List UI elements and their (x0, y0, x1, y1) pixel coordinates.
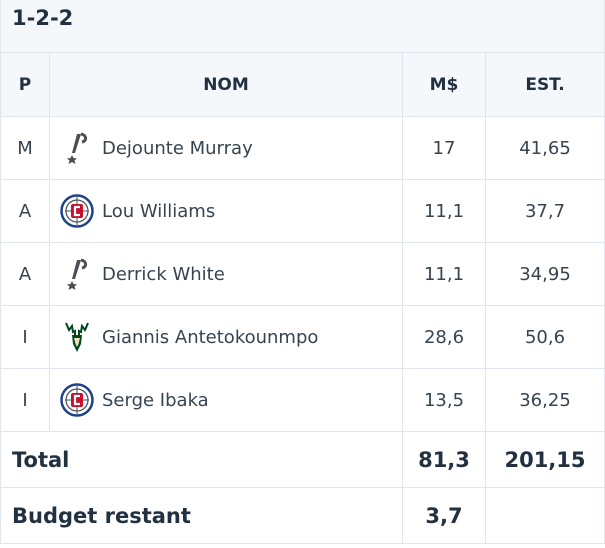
budget-row: Budget restant 3,7 (0, 487, 605, 544)
spurs-logo-icon (60, 131, 94, 165)
player-position: A (0, 179, 50, 243)
player-estimate: 50,6 (485, 305, 605, 369)
player-name[interactable]: Derrick White (102, 263, 225, 285)
player-name-cell: Derrick White (49, 242, 403, 306)
table-row[interactable]: A Lou Williams (0, 179, 605, 243)
player-name-cell: Giannis Antetokounmpo (49, 305, 403, 369)
player-name[interactable]: Serge Ibaka (102, 389, 209, 411)
player-estimate: 36,25 (485, 368, 605, 432)
total-label: Total (0, 431, 403, 488)
table-row[interactable]: M Dejounte Murray 17 41,6 (0, 116, 605, 180)
column-header-estimate[interactable]: EST. (485, 52, 605, 117)
total-row: Total 81,3 201,15 (0, 431, 605, 488)
player-name-cell: Serge Ibaka (49, 368, 403, 432)
column-header-position[interactable]: P (0, 52, 50, 117)
player-estimate: 34,95 (485, 242, 605, 306)
player-price: 13,5 (402, 368, 486, 432)
total-price: 81,3 (402, 431, 486, 488)
player-position: I (0, 305, 50, 369)
player-name-cell: Dejounte Murray (49, 116, 403, 180)
player-position: A (0, 242, 50, 306)
player-name[interactable]: Dejounte Murray (102, 137, 253, 159)
column-header-name[interactable]: NOM (49, 52, 403, 117)
player-estimate: 37,7 (485, 179, 605, 243)
formation-header: 1-2-2 (0, 0, 605, 52)
total-estimate: 201,15 (485, 431, 605, 488)
clippers-logo-icon (60, 194, 94, 228)
player-estimate: 41,65 (485, 116, 605, 180)
table-row[interactable]: I Giannis Antetokounmpo (0, 305, 605, 369)
table-header-row: P NOM M$ EST. (0, 52, 605, 117)
table-row[interactable]: A Derrick White 11,1 34,9 (0, 242, 605, 306)
lineup-table: P NOM M$ EST. M (0, 52, 605, 544)
formation-title: 1-2-2 (12, 6, 74, 30)
player-price: 28,6 (402, 305, 486, 369)
player-name[interactable]: Lou Williams (102, 200, 216, 222)
player-position: M (0, 116, 50, 180)
column-header-price[interactable]: M$ (402, 52, 486, 117)
player-price: 11,1 (402, 179, 486, 243)
table-row[interactable]: I Serge Ibaka (0, 368, 605, 432)
player-price: 11,1 (402, 242, 486, 306)
budget-empty-cell (485, 487, 605, 544)
spurs-logo-icon (60, 257, 94, 291)
player-name-cell: Lou Williams (49, 179, 403, 243)
bucks-logo-icon (60, 320, 94, 354)
player-price: 17 (402, 116, 486, 180)
clippers-logo-icon (60, 383, 94, 417)
budget-label: Budget restant (0, 487, 403, 544)
budget-value: 3,7 (402, 487, 486, 544)
player-name[interactable]: Giannis Antetokounmpo (102, 326, 319, 348)
player-position: I (0, 368, 50, 432)
